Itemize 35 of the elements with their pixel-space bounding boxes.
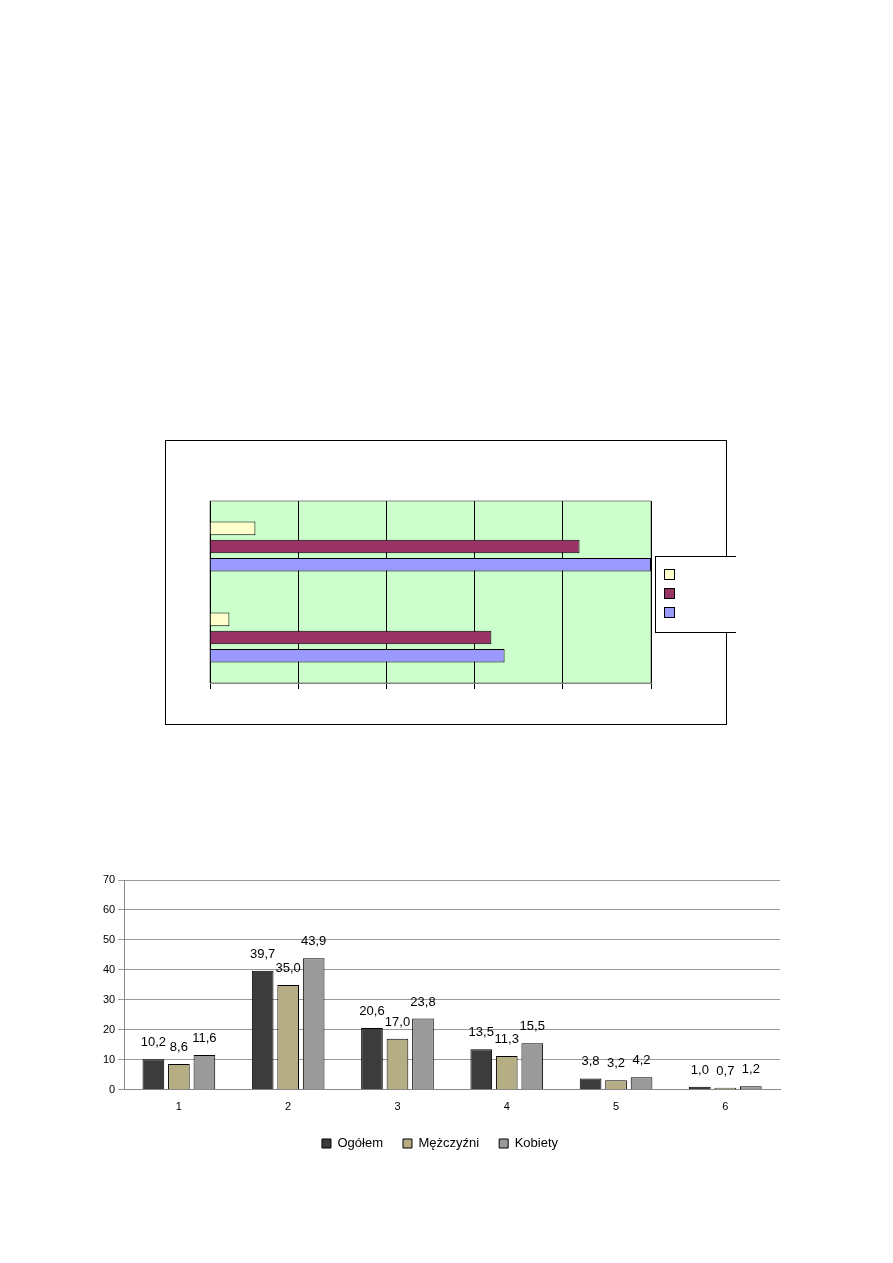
y-tick-label: 60 [102, 903, 116, 915]
y-tick-label: 0 [109, 1082, 116, 1095]
data-label: 3,2 [607, 1055, 626, 1071]
y-tick-label: 40 [102, 962, 116, 975]
legend-label: Mężczyźni [418, 1135, 480, 1151]
data-label: 43,9 [301, 933, 327, 949]
y-tick-label: 30 [102, 992, 116, 1005]
data-label: 0,7 [716, 1062, 735, 1078]
data-label: 39,7 [250, 945, 276, 961]
data-label: 20,6 [359, 1003, 385, 1019]
x-tick-label: 5 [613, 1100, 620, 1113]
data-label: 8,6 [169, 1039, 188, 1055]
x-tick-label: 3 [394, 1100, 401, 1113]
x-tick-label: 6 [722, 1100, 729, 1113]
data-label: 15,5 [519, 1018, 545, 1034]
x-tick-label: 2 [285, 1100, 292, 1113]
data-label: 11,6 [192, 1030, 217, 1046]
y-tick-label: 10 [102, 1052, 116, 1065]
data-label: 3,8 [581, 1053, 600, 1069]
data-label: 13,5 [468, 1024, 494, 1040]
data-label: 4,2 [632, 1052, 651, 1068]
data-label: 1,2 [741, 1061, 760, 1077]
y-tick-label: 50 [102, 932, 116, 945]
x-tick-label: 1 [175, 1100, 182, 1113]
data-label: 23,8 [410, 993, 436, 1009]
data-label: 10,2 [140, 1034, 167, 1050]
data-label: 17,0 [384, 1013, 411, 1029]
data-label: 11,3 [494, 1031, 519, 1047]
data-label: 35,0 [275, 959, 301, 975]
y-tick-label: 70 [102, 873, 116, 886]
data-label: 1,0 [690, 1061, 709, 1077]
legend-label: Kobiety [514, 1135, 559, 1151]
x-tick-label: 4 [503, 1100, 510, 1113]
legend-label: Ogółem [337, 1135, 383, 1151]
y-tick-label: 20 [102, 1022, 116, 1035]
